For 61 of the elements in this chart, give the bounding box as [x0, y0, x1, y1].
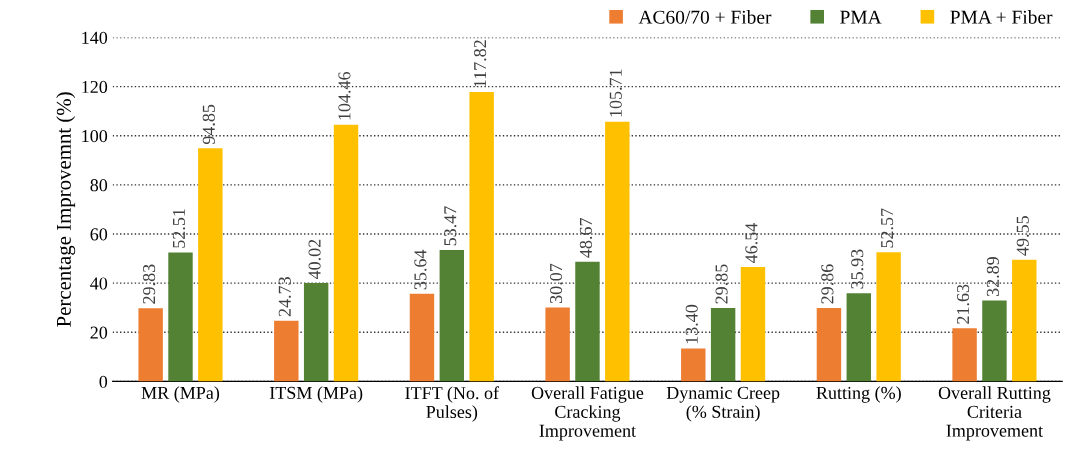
data-label: 35.64	[414, 249, 427, 290]
bar	[333, 124, 359, 382]
bar	[138, 308, 163, 382]
data-label: 94.85	[202, 104, 215, 145]
y-axis-title: Percentage Improvemnt (%)	[56, 92, 76, 327]
bar	[876, 252, 901, 382]
data-label: 29.85	[715, 264, 728, 304]
data-label: 35.93	[851, 249, 864, 289]
bar	[846, 293, 871, 382]
bar	[469, 91, 494, 382]
bar	[439, 250, 465, 382]
data-label: 104.46	[338, 71, 351, 120]
bar	[303, 283, 329, 382]
data-label: 117.82	[473, 40, 487, 87]
bar	[740, 267, 766, 382]
x-tick-label: Overall Fatigue Cracking Improvement	[531, 386, 644, 441]
data-label: 13.40	[685, 304, 698, 344]
data-label: 105.71	[609, 69, 622, 117]
y-tick-label: 0	[99, 375, 108, 388]
data-label: 21.63	[956, 284, 970, 324]
data-label: 46.54	[745, 223, 758, 264]
x-tick-label: Overall Rutting Criteria Improvement	[938, 386, 1051, 441]
legend-label: PMA + Fiber	[950, 10, 1053, 24]
bar	[545, 307, 570, 382]
x-tick-label: ITFT (No. of Pulses)	[405, 386, 500, 422]
data-label: 29.83	[142, 264, 156, 304]
y-tick-label: 100	[82, 129, 108, 143]
x-tick-label: Rutting (%)	[816, 386, 901, 403]
bar	[710, 308, 736, 382]
y-tick-label: 60	[90, 228, 108, 241]
bar	[274, 320, 299, 382]
y-tick-label: 40	[90, 277, 108, 290]
y-tick-label: 20	[90, 326, 108, 339]
legend-label: AC60/70 + Fiber	[638, 10, 772, 24]
x-tick-label: MR (MPa)	[141, 386, 220, 403]
bar	[409, 293, 435, 382]
data-label: 52.57	[881, 208, 894, 248]
legend-label: PMA	[840, 10, 882, 24]
bar	[982, 300, 1007, 382]
data-label: 24.73	[278, 277, 291, 317]
y-tick-label: 140	[82, 31, 108, 44]
bar	[575, 261, 600, 382]
data-label: 48.67	[579, 218, 593, 258]
bar	[681, 348, 706, 382]
data-label: 52.51	[172, 209, 186, 248]
data-label: 30.07	[549, 263, 563, 303]
y-tick-label: 120	[82, 80, 108, 94]
y-tick-label: 80	[90, 179, 108, 192]
bar	[816, 308, 842, 382]
data-label: 53.47	[444, 206, 457, 246]
bar	[198, 148, 223, 382]
x-tick-label: Dynamic Creep (% Strain)	[666, 386, 780, 422]
data-label: 40.02	[308, 239, 321, 280]
bar	[952, 328, 977, 382]
bar	[168, 252, 193, 382]
data-label: 32.89	[986, 257, 1000, 297]
bar	[1012, 259, 1037, 382]
bar	[605, 121, 630, 382]
x-tick-label: ITSM (MPa)	[269, 386, 363, 403]
data-label: 49.55	[1016, 216, 1029, 256]
data-label: 29.86	[821, 264, 834, 304]
